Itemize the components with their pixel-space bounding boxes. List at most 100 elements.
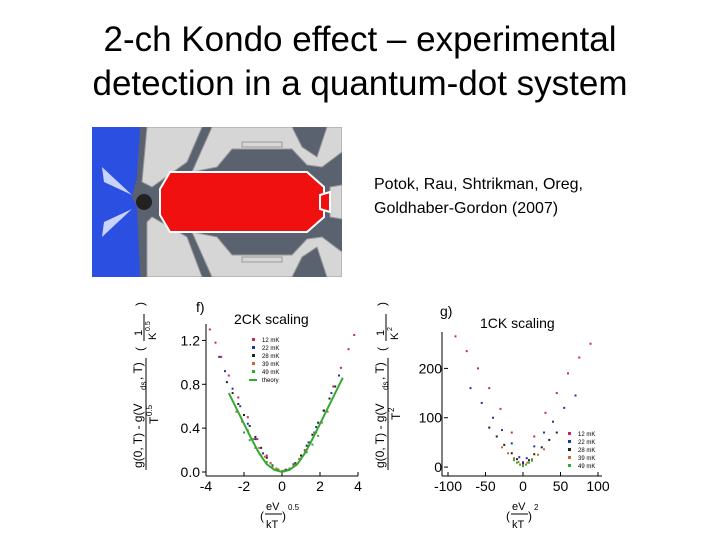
- svg-text:g(0, T) - g(V: g(0, T) - g(V: [373, 404, 387, 468]
- y-tick-label: 200: [419, 360, 443, 376]
- plot-1ck-scaling: g) 1CK scaling g(0, T) - g(V ds , T) T 2…: [373, 302, 610, 531]
- data-point-28-mk: [311, 433, 314, 436]
- citation-line-2: Goldhaber-Gordon (2007): [374, 200, 559, 217]
- data-point-12-mk: [227, 374, 230, 377]
- data-point-22-mk: [543, 431, 545, 434]
- data-point-28-mk: [510, 452, 513, 455]
- title-line-2: detection in a quantum-dot system: [92, 64, 628, 103]
- data-point-22-mk: [315, 426, 318, 429]
- data-point-49-mk: [531, 459, 533, 462]
- data-point-12-mk: [544, 411, 547, 414]
- data-point-28-mk: [317, 421, 320, 424]
- data-point-28-mk: [243, 413, 245, 416]
- legend-label: 28 mK: [578, 448, 595, 454]
- x-tick-label: 0: [519, 478, 527, 494]
- svg-text:2: 2: [387, 327, 394, 331]
- data-point-49-mk: [305, 451, 308, 454]
- data-point-39-mk: [269, 462, 272, 465]
- red-island: [159, 171, 325, 233]
- x-tick-label: -50: [475, 478, 495, 494]
- svg-text:0.5: 0.5: [145, 321, 152, 331]
- svg-text:(: (: [133, 347, 147, 351]
- panel-letter-g: g): [440, 303, 452, 319]
- x-tick-label: -100: [434, 478, 462, 494]
- data-point-22-mk: [501, 429, 503, 432]
- data-point-28-mk: [548, 438, 551, 441]
- data-point-39-mk: [263, 455, 266, 458]
- data-point-12-mk: [332, 385, 335, 388]
- data-point-22-mk: [330, 392, 333, 395]
- data-point-22-mk: [563, 406, 566, 409]
- legend-label: 22 mK: [578, 440, 595, 446]
- data-point-22-mk: [218, 355, 221, 358]
- svg-text:(: (: [506, 509, 510, 523]
- data-point-28-mk: [248, 424, 251, 427]
- data-point-28-mk: [305, 444, 308, 447]
- data-point-49-mk: [528, 461, 530, 464]
- x-tick-label: -4: [200, 478, 213, 494]
- data-point-28-mk: [300, 454, 302, 457]
- slide-title: 2-ch Kondo effect – experimental detecti…: [0, 18, 720, 106]
- data-point-22-mk: [254, 438, 257, 441]
- data-point-49-mk: [519, 463, 521, 466]
- data-point-39-mk: [303, 450, 306, 453]
- data-point-22-mk: [292, 463, 295, 466]
- data-point-12-mk: [465, 350, 468, 353]
- y-tick-label: 0: [434, 459, 442, 475]
- quantum-dot: [136, 194, 152, 210]
- data-point-39-mk: [235, 410, 238, 413]
- data-point-12-mk: [555, 392, 558, 395]
- data-point-28-mk: [528, 459, 530, 462]
- data-point-22-mk: [480, 401, 483, 404]
- data-point-12-mk: [589, 342, 592, 345]
- data-point-22-mk: [246, 422, 249, 425]
- x-tick-label: 2: [316, 478, 324, 494]
- data-point-12-mk: [208, 328, 211, 331]
- legend-swatch: [252, 354, 255, 357]
- svg-text:, T): , T): [131, 362, 145, 380]
- svg-text:kT: kT: [266, 519, 279, 531]
- data-point-49-mk: [522, 465, 524, 468]
- svg-text:eV: eV: [266, 501, 280, 513]
- y-tick-label: 0.4: [181, 420, 201, 436]
- legend-label: 22 mK: [262, 346, 279, 352]
- svg-text:): ): [282, 509, 286, 523]
- legend-label: 12 mK: [262, 338, 279, 344]
- data-point-39-mk: [298, 457, 301, 460]
- data-point-49-mk: [294, 463, 297, 466]
- data-point-22-mk: [533, 445, 536, 448]
- data-point-28-mk: [322, 409, 325, 412]
- svg-text:kT: kT: [512, 519, 525, 531]
- data-point-28-mk: [495, 435, 498, 438]
- data-point-28-mk: [334, 385, 337, 388]
- svg-text:eV: eV: [512, 501, 526, 513]
- legend-swatch: [568, 448, 571, 451]
- series-line-theory: [227, 377, 344, 474]
- legend-swatch: [568, 432, 571, 435]
- legend-swatch: [252, 370, 255, 373]
- ylabel-1ck: g(0, T) - g(V ds , T) T 2 ( 1 K 2 ): [373, 302, 403, 470]
- data-point-22-mk: [224, 370, 226, 373]
- svg-text:): ): [133, 302, 147, 306]
- data-point-39-mk: [513, 457, 515, 460]
- data-point-12-mk: [567, 372, 569, 375]
- x-tick-label: 100: [586, 478, 610, 494]
- data-point-39-mk: [275, 467, 278, 470]
- data-point-39-mk: [526, 461, 529, 464]
- legend-swatch: [568, 464, 571, 467]
- data-point-39-mk: [517, 461, 520, 464]
- x-tick-label: 50: [553, 478, 569, 494]
- data-point-12-mk: [347, 348, 350, 351]
- svg-text:(: (: [375, 347, 389, 351]
- citation: Potok, Rau, Shtrikman, Oreg, Goldhaber-G…: [374, 173, 583, 221]
- legend-label: 39 mK: [578, 456, 595, 462]
- data-point-12-mk: [578, 356, 581, 359]
- data-point-22-mk: [284, 468, 287, 471]
- x-tick-label: 0: [278, 478, 286, 494]
- data-point-28-mk: [237, 403, 240, 406]
- data-point-49-mk: [513, 459, 515, 462]
- svg-text:T: T: [147, 416, 161, 424]
- data-point-49-mk: [525, 463, 527, 466]
- data-point-28-mk: [231, 392, 234, 395]
- data-point-12-mk: [499, 407, 502, 410]
